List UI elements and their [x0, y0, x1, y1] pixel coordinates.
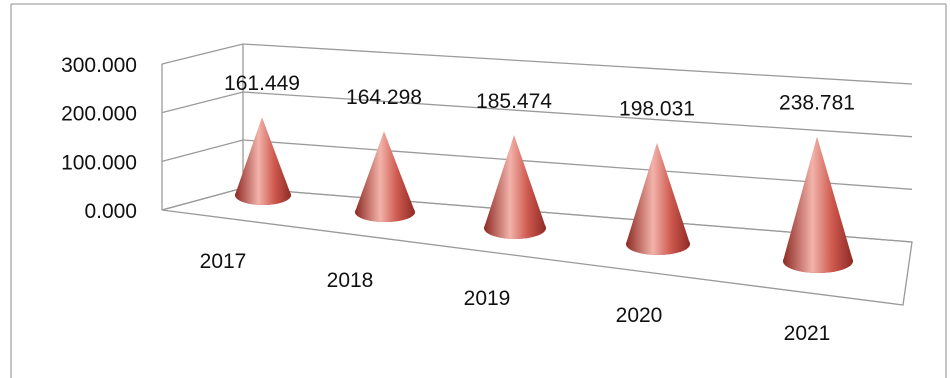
- category-label: 2019: [464, 287, 511, 310]
- cones: [235, 117, 853, 273]
- cone-2019: [484, 134, 546, 239]
- category-label: 2021: [784, 322, 831, 345]
- gridline: [161, 139, 913, 190]
- data-labels: 161.449 164.298 185.474 198.031 238.781: [224, 72, 855, 120]
- cone-2018: [355, 131, 415, 222]
- category-labels: 2017 2018 2019 2020 2021: [200, 250, 831, 345]
- category-label: 2020: [616, 304, 663, 327]
- y-tick-label: 100.000: [61, 151, 137, 174]
- y-tick-label: 200.000: [61, 103, 137, 126]
- cone-body: [355, 131, 415, 222]
- cone-body: [484, 134, 546, 239]
- cone-2020: [626, 142, 690, 255]
- y-tick-labels: 0.000 100.000 200.000 300.000: [61, 54, 137, 223]
- data-label: 164.298: [346, 86, 422, 109]
- chart-border: [10, 3, 947, 378]
- cone-2021: [783, 136, 853, 273]
- data-label: 161.449: [224, 72, 300, 95]
- gridline: [161, 43, 913, 85]
- y-tick-label: 0.000: [84, 200, 137, 223]
- cone-2017: [235, 117, 291, 205]
- category-label: 2017: [200, 250, 247, 273]
- data-label: 185.474: [476, 90, 552, 113]
- data-label: 238.781: [779, 91, 855, 114]
- category-label: 2018: [327, 269, 374, 292]
- cone-body: [626, 142, 690, 255]
- data-label: 198.031: [619, 98, 695, 121]
- chart-floor: [161, 187, 913, 306]
- cone-body: [783, 136, 853, 273]
- y-tick-label: 300.000: [61, 54, 137, 77]
- cone-body: [235, 117, 291, 205]
- gridline: [161, 91, 913, 138]
